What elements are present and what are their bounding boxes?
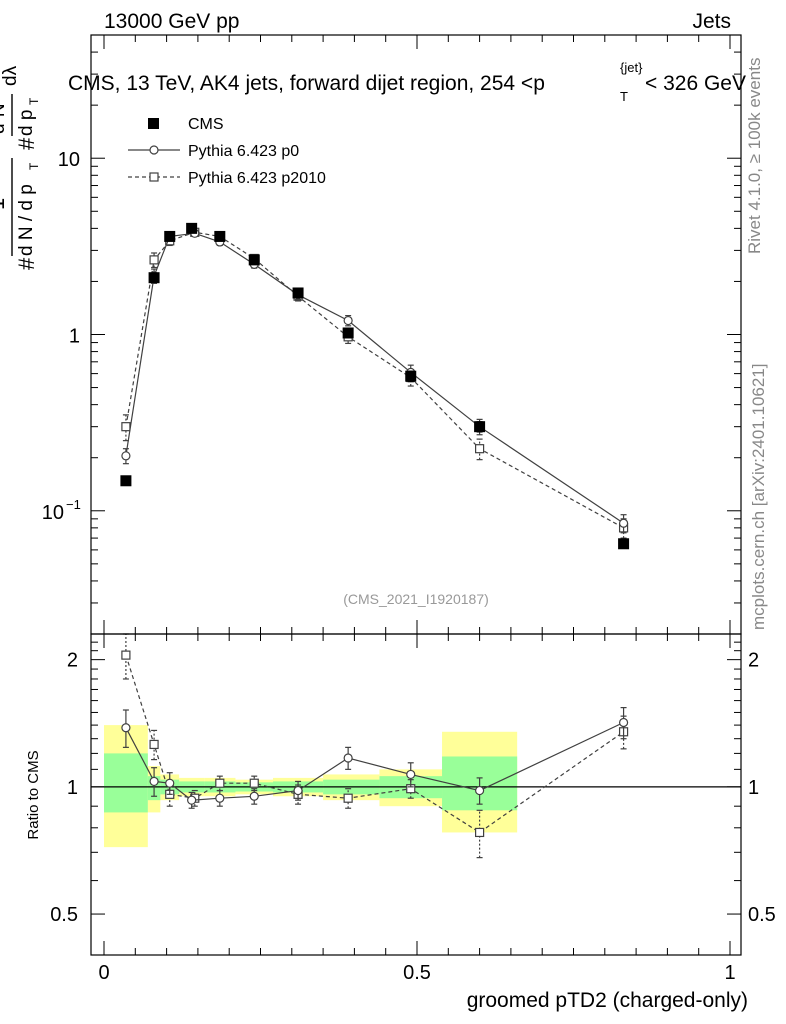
main-cms-point xyxy=(618,538,630,550)
ratio-p2010-point xyxy=(343,793,353,803)
y-tick-label-exp: −1 xyxy=(66,497,81,512)
legend: CMS Pythia 6.423 p0 Pythia 6.423 p2010 xyxy=(128,116,326,187)
y-axis-label: # d N / d p T 1 # d p T d²N dλ xyxy=(0,65,41,270)
main-cms-point xyxy=(248,254,260,266)
ratio-uncertainty-bands xyxy=(91,725,741,848)
mcplots-label: mcplots.cern.ch [arXiv:2401.10621] xyxy=(749,364,768,630)
y-label-hash: # xyxy=(14,257,39,270)
title-tail: < 326 GeV xyxy=(645,72,746,95)
ratio-p2010-point xyxy=(215,778,225,788)
y-label-num: 1 xyxy=(0,198,9,210)
main-p2010-series xyxy=(121,227,629,539)
y-tick-label: 10 xyxy=(58,149,80,171)
ratio-p0-series xyxy=(121,707,629,809)
ratio-y-tick-label-right: 1 xyxy=(748,777,759,799)
category-label: Jets xyxy=(692,10,731,33)
ratio-p0-point xyxy=(249,791,259,801)
y-label-dlambda: dλ xyxy=(0,65,21,86)
main-cms-point xyxy=(164,230,176,242)
ratio-y-tick-label: 1 xyxy=(67,777,78,799)
y-label-d2n: d²N xyxy=(0,103,9,134)
main-cms-point xyxy=(405,370,417,382)
ratio-panel-frame xyxy=(90,633,742,956)
main-cms-point xyxy=(474,421,486,433)
ratio-p2010-point xyxy=(121,650,131,660)
legend-label-cms: CMS xyxy=(188,116,224,133)
ratio-y-tick-label: 0.5 xyxy=(50,904,78,926)
legend-label-p0: Pythia 6.423 p0 xyxy=(188,143,299,160)
main-cms-series xyxy=(120,222,630,550)
legend-label-p2010: Pythia 6.423 p2010 xyxy=(188,170,326,187)
ratio-p0-point xyxy=(165,778,175,788)
main-p0-series xyxy=(121,228,629,534)
main-p0-point xyxy=(343,315,353,326)
ratio-p2010-point xyxy=(149,739,159,750)
main-p0-point xyxy=(121,451,131,461)
y-label-dpt-sub: T xyxy=(27,97,41,105)
analysis-id: (CMS_2021_I1920187) xyxy=(343,591,489,607)
x-axis-label: groomed pTD2 (charged-only) xyxy=(467,989,748,1012)
ratio-p0-point xyxy=(475,785,485,796)
x-tick-label: 1 xyxy=(724,962,735,984)
y-tick-label: 1 xyxy=(69,326,80,348)
legend-entry-p2010: Pythia 6.423 p2010 xyxy=(128,170,326,187)
ratio-y-tick-label-right: 2 xyxy=(748,650,759,672)
main-cms-point xyxy=(214,230,226,242)
main-p2010-line xyxy=(125,231,624,529)
x-tick-label: 0.5 xyxy=(403,962,431,984)
main-cms-point xyxy=(186,222,198,234)
energy-label: 13000 GeV pp xyxy=(104,10,239,33)
legend-entry-p0: Pythia 6.423 p0 xyxy=(128,143,299,160)
main-cms-point xyxy=(342,327,354,339)
ratio-y-tick-label-right: 0.5 xyxy=(748,904,776,926)
ratio-y-tick-label: 2 xyxy=(67,650,78,672)
main-p2010-point xyxy=(475,444,485,454)
ratio-p0-point xyxy=(343,753,353,763)
main-p2010-point xyxy=(121,422,131,432)
main-title: CMS, 13 TeV, AK4 jets, forward dijet reg… xyxy=(68,60,746,104)
ratio-p2010-series xyxy=(121,633,629,859)
main-cms-point xyxy=(120,475,132,487)
title-sub: T xyxy=(620,89,628,104)
main-p0-line xyxy=(125,232,624,524)
x-tick-label: 0 xyxy=(98,962,109,984)
y-label-hash2: # xyxy=(14,137,39,150)
ratio-p2010-line xyxy=(125,654,624,834)
rivet-version-label: Rivet 4.1.0, ≥ 100k events xyxy=(745,58,764,254)
y-label-den: d N / d p xyxy=(16,184,37,256)
ratio-p0-point xyxy=(121,723,131,733)
ratio-p0-point xyxy=(187,795,197,805)
band-inner xyxy=(104,753,148,813)
legend-entry-cms: CMS xyxy=(148,116,224,133)
main-cms-point xyxy=(148,272,160,284)
ratio-p0-point xyxy=(406,769,416,780)
main-p0-point xyxy=(618,518,629,528)
ratio-p0-point xyxy=(618,717,629,728)
ratio-p2010-point xyxy=(249,778,259,788)
ratio-p0-point xyxy=(215,793,225,803)
main-p2010-point xyxy=(149,255,159,265)
title-main: CMS, 13 TeV, AK4 jets, forward dijet reg… xyxy=(68,72,545,95)
y-tick-label: 10 xyxy=(42,502,64,524)
ratio-p2010-point xyxy=(475,827,485,838)
ratio-axis-label: Ratio to CMS xyxy=(25,750,42,839)
y-label-dpt: d p xyxy=(16,110,37,136)
main-cms-point xyxy=(292,287,304,299)
ratio-p0-point xyxy=(293,785,303,796)
y-label-den-sub: T xyxy=(27,162,41,170)
title-sup: {jet} xyxy=(620,60,643,75)
ratio-p0-point xyxy=(149,776,159,787)
